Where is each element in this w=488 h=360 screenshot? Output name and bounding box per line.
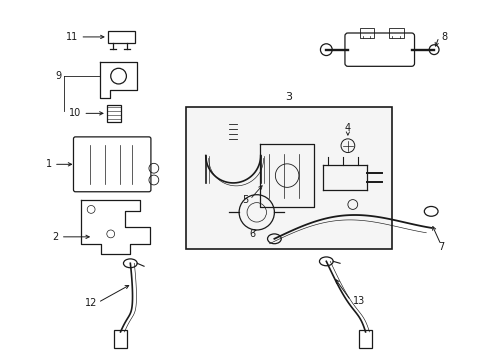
Text: 13: 13 <box>352 296 365 306</box>
Text: 3: 3 <box>285 92 292 102</box>
Text: 5: 5 <box>242 195 247 204</box>
Text: 9: 9 <box>56 71 61 81</box>
Bar <box>359 28 374 38</box>
Bar <box>113 330 127 348</box>
Bar <box>358 330 372 348</box>
Bar <box>186 107 391 249</box>
Text: 11: 11 <box>66 32 78 42</box>
Text: 8: 8 <box>440 32 446 42</box>
Bar <box>107 31 135 43</box>
Text: 2: 2 <box>52 232 59 242</box>
Text: 6: 6 <box>249 229 255 239</box>
Text: 12: 12 <box>84 297 97 307</box>
Text: 4: 4 <box>344 123 350 133</box>
Bar <box>388 28 403 38</box>
Bar <box>106 104 120 122</box>
Text: 1: 1 <box>46 159 52 169</box>
Text: 7: 7 <box>437 242 443 252</box>
Text: 10: 10 <box>69 108 81 118</box>
